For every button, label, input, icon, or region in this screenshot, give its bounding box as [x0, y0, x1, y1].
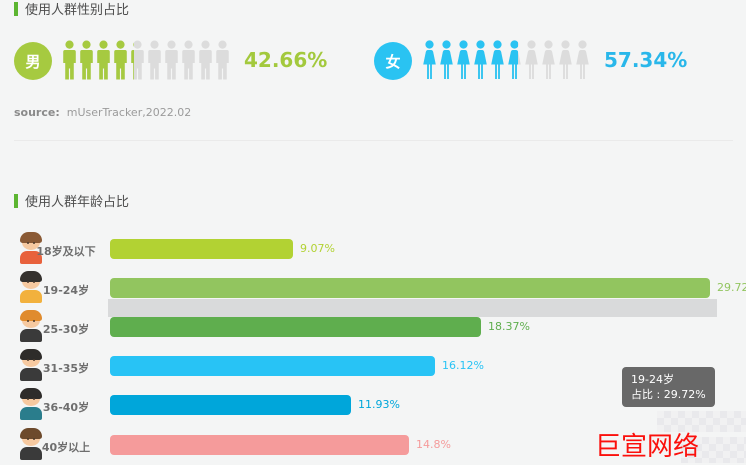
avatar-shirt — [20, 251, 42, 264]
avatar-hair — [20, 388, 42, 399]
male-person-icon — [79, 40, 94, 80]
age-category-label: 40岁以上 — [41, 441, 91, 454]
age-avatar-icon — [18, 428, 44, 460]
age-bar-value-label: 18.37% — [488, 320, 530, 333]
source-value: mUserTracker,2022.02 — [66, 106, 192, 119]
avatar-shirt — [20, 447, 42, 460]
male-badge-label: 男 — [25, 52, 41, 71]
female-person-icon — [473, 40, 488, 80]
age-avatar-icon — [18, 271, 44, 303]
age-bar-5[interactable] — [110, 435, 409, 455]
age-avatar-icon — [18, 232, 44, 264]
avatar-hair — [20, 428, 42, 439]
male-person-icon — [215, 40, 230, 80]
male-percent: 42.66% — [244, 48, 328, 72]
male-person-icon — [96, 40, 111, 80]
source-line: source: mUserTracker,2022.02 — [14, 106, 191, 119]
age-bar-value-label: 16.12% — [442, 359, 484, 372]
age-section-title-text: 使用人群年龄占比 — [25, 195, 130, 210]
avatar-hair — [20, 232, 42, 243]
male-person-icon — [62, 40, 77, 80]
female-person-icon — [439, 40, 454, 80]
female-person-icon — [541, 40, 556, 80]
age-avatar-icon — [18, 388, 44, 420]
age-category-label: 19-24岁 — [42, 284, 90, 297]
male-person-icon — [198, 40, 213, 80]
female-person-icon — [490, 40, 505, 80]
age-category-label: 36-40岁 — [42, 401, 90, 414]
age-bar-0[interactable] — [110, 239, 293, 259]
hover-highlight-band — [108, 299, 717, 317]
female-person-icon — [422, 40, 437, 80]
female-person-icon — [575, 40, 590, 80]
female-badge-label: 女 — [385, 52, 401, 71]
avatar-hair — [20, 349, 42, 360]
female-person-icon — [524, 40, 539, 80]
title-accent-bar — [14, 193, 18, 208]
avatar-hair — [20, 271, 42, 282]
gender-section-title: 使用人群性别占比 — [14, 0, 129, 18]
male-person-icon-fill — [62, 40, 134, 80]
avatar-shirt — [20, 407, 42, 420]
male-person-icon — [147, 40, 162, 80]
male-person-icon — [181, 40, 196, 80]
age-bar-value-label: 14.8% — [416, 438, 451, 451]
avatar-shirt — [20, 329, 42, 342]
tooltip-value: 占比 : 29.72% — [631, 388, 706, 401]
blurred-watermark-patch — [657, 411, 746, 432]
age-bar-3[interactable] — [110, 356, 435, 376]
age-bar-2[interactable] — [110, 317, 481, 337]
title-accent-bar — [14, 1, 18, 16]
male-icon-strip — [62, 40, 230, 80]
age-bar-value-label: 9.07% — [300, 242, 335, 255]
male-person-icon — [130, 40, 134, 80]
female-badge: 女 — [374, 42, 412, 80]
female-person-icon-fill — [422, 40, 519, 80]
male-person-icon — [164, 40, 179, 80]
male-person-icon — [130, 40, 145, 80]
age-avatar-icon — [18, 310, 44, 342]
age-bar-4[interactable] — [110, 395, 351, 415]
avatar-hair — [20, 310, 42, 321]
age-section-title: 使用人群年龄占比 — [14, 191, 129, 210]
age-category-label: 31-35岁 — [42, 362, 90, 375]
avatar-shirt — [20, 290, 42, 303]
female-icon-strip — [422, 40, 590, 80]
age-category-label: 25-30岁 — [42, 323, 90, 336]
source-label: source: — [14, 106, 60, 119]
age-bar-value-label: 11.93% — [358, 398, 400, 411]
female-person-icon — [558, 40, 573, 80]
tooltip-category: 19-24岁 — [631, 373, 674, 386]
male-badge: 男 — [14, 42, 52, 80]
chart-tooltip: 19-24岁 占比 : 29.72% — [622, 367, 715, 407]
avatar-shirt — [20, 368, 42, 381]
age-category-label: 18岁及以下 — [36, 245, 96, 258]
female-percent: 57.34% — [604, 48, 688, 72]
section-divider — [14, 140, 733, 141]
age-avatar-icon — [18, 349, 44, 381]
blurred-watermark-patch — [681, 437, 746, 463]
male-person-icon — [113, 40, 128, 80]
age-bar-value-label: 29.72% — [717, 281, 746, 294]
female-person-icon — [456, 40, 471, 80]
female-person-icon — [507, 40, 519, 80]
age-bar-1[interactable] — [110, 278, 710, 298]
gender-section-title-text: 使用人群性别占比 — [25, 3, 130, 18]
watermark-text: 巨宣网络 — [595, 432, 700, 462]
